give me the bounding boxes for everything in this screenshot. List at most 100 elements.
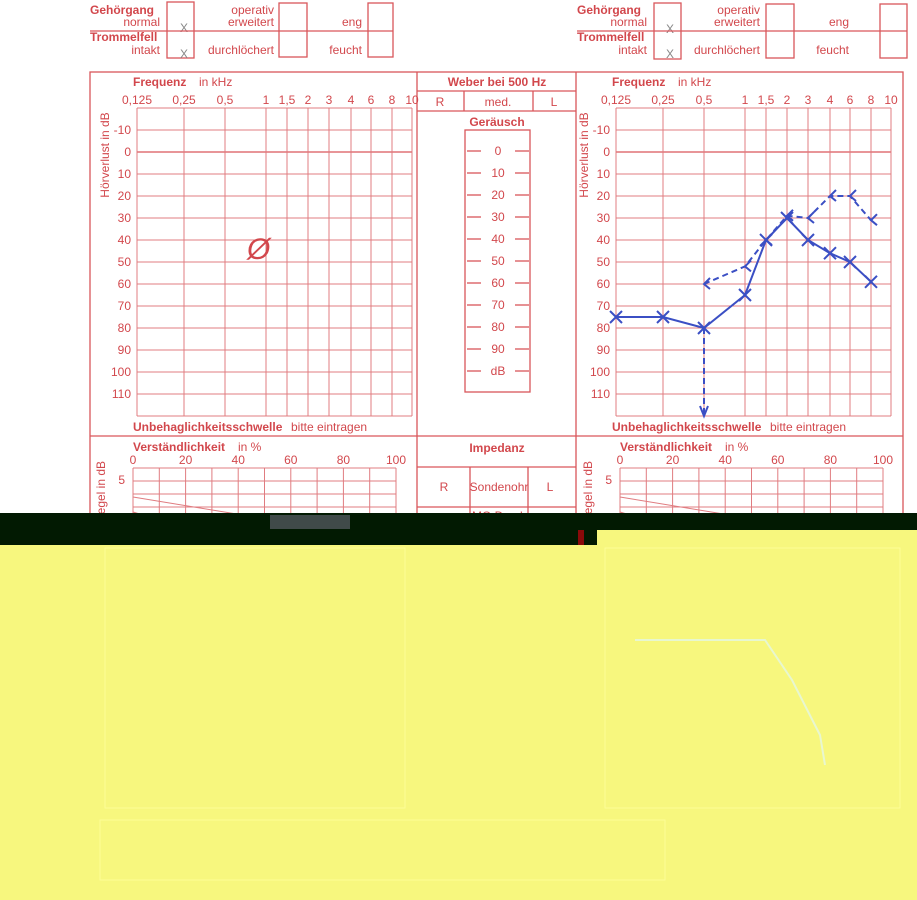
y-tick-label: 100 xyxy=(111,365,131,379)
y-tick-label: 100 xyxy=(590,365,610,379)
data-point-bracket xyxy=(785,209,794,222)
scale-label: 40 xyxy=(491,232,505,246)
speech-label: Verständlichkeit xyxy=(620,440,712,454)
data-point-x xyxy=(609,310,623,324)
weber-l[interactable]: L xyxy=(551,95,558,109)
impedance-title: Impedanz xyxy=(469,441,524,455)
y-tick-label: 50 xyxy=(597,255,611,269)
checkbox-normal-intakt[interactable] xyxy=(166,1,195,59)
data-point-bracket xyxy=(869,213,878,226)
scale-label: 10 xyxy=(491,166,505,180)
x-tick-label: 6 xyxy=(847,93,854,107)
checkbox-erweitert[interactable] xyxy=(278,2,308,58)
label-erweitert: erweitert xyxy=(228,15,275,29)
x-tick-label: 0 xyxy=(617,453,624,467)
x-tick-label: 20 xyxy=(179,453,193,467)
form-frame xyxy=(89,71,904,900)
x-tick-label: 0,5 xyxy=(217,93,234,107)
artifact xyxy=(270,515,350,529)
data-point-x xyxy=(823,246,837,260)
faded-grid xyxy=(104,547,406,809)
checkmark-intakt: X xyxy=(180,47,188,61)
data-point-bracket xyxy=(806,211,815,224)
y-tick-label: 70 xyxy=(118,299,132,313)
weber-med[interactable]: med. xyxy=(485,95,512,109)
checkbox-eng[interactable] xyxy=(367,2,394,58)
frequency-unit: in kHz xyxy=(678,75,711,89)
label-durchloechert: durchlöchert xyxy=(694,43,761,57)
x-tick-label: 1,5 xyxy=(758,93,775,107)
label-gehoergang: Gehörgang xyxy=(577,3,641,17)
data-point-bracket xyxy=(764,233,773,246)
scale-label: 70 xyxy=(491,298,505,312)
x-tick-label: 1,5 xyxy=(279,93,296,107)
y-tick-label: 70 xyxy=(597,299,611,313)
x-tick-label: 60 xyxy=(284,453,298,467)
y-tick-label: 50 xyxy=(118,255,132,269)
footer-hint: bitte eintragen xyxy=(291,420,367,434)
data-point-bracket xyxy=(848,189,857,202)
y-tick-label: 80 xyxy=(118,321,132,335)
x-tick-label: 20 xyxy=(666,453,680,467)
dark-band xyxy=(0,513,917,530)
y-tick-label: 0 xyxy=(124,145,131,159)
frequency-label: Frequenz xyxy=(133,75,186,89)
x-tick-label: 0,125 xyxy=(601,93,631,107)
x-tick-label: 0 xyxy=(130,453,137,467)
x-tick-label: 60 xyxy=(771,453,785,467)
x-tick-label: 3 xyxy=(326,93,333,107)
label-normal: normal xyxy=(610,15,647,29)
data-point-x xyxy=(801,233,815,247)
checkmark-normal: X xyxy=(666,22,674,36)
label-durchloechert: durchlöchert xyxy=(208,43,275,57)
scale-label: 90 xyxy=(491,342,505,356)
noise-scale[interactable] xyxy=(464,129,531,393)
y-tick-label: 20 xyxy=(118,189,132,203)
data-point-bracket xyxy=(702,277,711,290)
y-tick-label: 40 xyxy=(597,233,611,247)
x-tick-label: 3 xyxy=(805,93,812,107)
scale-label: 20 xyxy=(491,188,505,202)
label-trommelfell: Trommelfell xyxy=(577,30,644,44)
y-tick-label: 10 xyxy=(597,167,611,181)
header-right: Gehörgang normal Trommelfell intakt X X … xyxy=(577,2,908,61)
y-tick-label: 30 xyxy=(597,211,611,225)
x-tick-label: 1 xyxy=(263,93,270,107)
faded-grid xyxy=(604,547,901,809)
scale-label: 60 xyxy=(491,276,505,290)
label-operativ: operativ xyxy=(231,3,274,17)
x-tick-label: 100 xyxy=(873,453,893,467)
impedance-l: L xyxy=(547,480,554,494)
x-tick-label: 8 xyxy=(868,93,875,107)
data-point-bracket xyxy=(828,189,837,202)
x-tick-label: 10 xyxy=(405,93,419,107)
audiogram-left: Frequenz in kHz Hörverlust in dB 0,125 0,25 0… xyxy=(98,75,419,434)
scale-label: 0 xyxy=(495,144,502,158)
data-point-x xyxy=(864,275,878,289)
x-tick-label: 2 xyxy=(784,93,791,107)
x-tick-label: 10 xyxy=(884,93,898,107)
data-point-x xyxy=(738,288,752,302)
dark-band xyxy=(0,530,597,545)
yellow-overlay xyxy=(0,530,917,900)
artifact xyxy=(578,530,584,545)
x-tick-label: 4 xyxy=(827,93,834,107)
y-tick-label: 110 xyxy=(112,387,131,401)
x-tick-label: 1 xyxy=(742,93,749,107)
x-tick-label: 0,5 xyxy=(696,93,713,107)
y-tick-label: 90 xyxy=(597,343,611,357)
label-normal: normal xyxy=(123,15,160,29)
footer-label: Unbehaglichkeitsschwelle xyxy=(612,420,762,434)
weber-r[interactable]: R xyxy=(436,95,445,109)
speech-label: Verständlichkeit xyxy=(133,440,225,454)
y-tick-label: -10 xyxy=(114,123,132,137)
y-tick-label: 5 xyxy=(605,473,612,487)
scale-label: dB xyxy=(491,364,506,378)
speech-unit: in % xyxy=(725,440,749,454)
scale-label: 30 xyxy=(491,210,505,224)
data-point-x xyxy=(656,310,670,324)
label-feucht: feucht xyxy=(329,43,362,57)
x-tick-label: 8 xyxy=(389,93,396,107)
arrow-down-icon xyxy=(699,405,709,419)
